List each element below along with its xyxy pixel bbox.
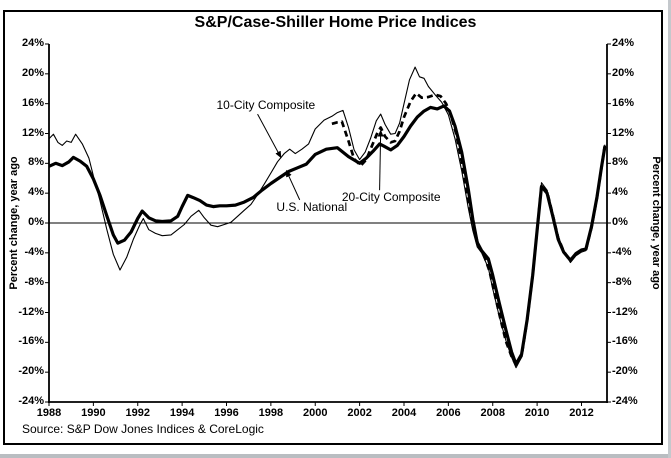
y-tick-left: -12%: [18, 305, 44, 318]
y-tick-left: 0%: [28, 216, 44, 228]
y-tick-left: -20%: [18, 365, 44, 378]
y-tick-right: -16%: [612, 335, 638, 348]
y-tick-right: -20%: [612, 365, 638, 378]
y-tick-left: 20%: [21, 66, 44, 79]
y-tick-left: -4%: [24, 245, 44, 258]
y-tick-left: -16%: [18, 335, 44, 348]
source-note: Source: S&P Dow Jones Indices & CoreLogi…: [22, 422, 264, 436]
x-tick: 1988: [36, 407, 62, 419]
x-tick: 1998: [258, 407, 284, 419]
x-tick: 1992: [125, 407, 150, 419]
series-line-20-city-composite: [331, 91, 607, 367]
y-tick-left: 16%: [21, 96, 44, 109]
y-tick-right: -12%: [612, 305, 638, 318]
x-tick: 2004: [391, 407, 417, 419]
axes: [45, 43, 611, 406]
y-tick-right: 4%: [612, 186, 628, 199]
annotation-u-s-national: U.S. National: [276, 200, 348, 215]
y-tick-right: 12%: [612, 126, 635, 139]
series-line-u-s-national: [48, 104, 607, 366]
y-tick-left: -24%: [18, 395, 44, 407]
x-tick: 2002: [347, 407, 372, 419]
annotation-20-city-composite: 20-City Composite: [341, 189, 441, 204]
x-tick: 2000: [302, 407, 328, 419]
y-tick-right: 0%: [612, 216, 628, 228]
window-edge-bottom: [0, 454, 671, 458]
y-tick-right: -4%: [612, 245, 632, 258]
y-tick-left: 24%: [21, 37, 44, 49]
x-tick: 2010: [524, 407, 550, 419]
y-tick-left: -8%: [24, 275, 44, 288]
y-tick-right: 16%: [612, 96, 635, 109]
chart-title: S&P/Case-Shiller Home Price Indices: [194, 14, 477, 31]
y-tick-left: 12%: [21, 126, 44, 139]
x-tick: 2012: [569, 407, 594, 419]
x-tick: 1994: [169, 407, 195, 419]
y-tick-right: 24%: [612, 37, 635, 49]
y-tick-right: -8%: [612, 275, 632, 288]
x-tick: 2008: [480, 407, 505, 419]
annotation-arrows: [257, 113, 384, 201]
series-line-10-city-composite: [48, 66, 606, 369]
x-tick: 2006: [436, 407, 461, 419]
annotation-10-city-composite: 10-City Composite: [216, 98, 316, 113]
x-tick: 1996: [214, 407, 239, 419]
y-tick-right: 20%: [612, 66, 635, 79]
x-tick: 1990: [81, 407, 106, 419]
chart-border-frame: [3, 10, 663, 445]
y-tick-left: 8%: [28, 156, 44, 169]
y-tick-right: -24%: [612, 395, 638, 407]
y-tick-right: 8%: [612, 156, 628, 169]
series-lines: [48, 66, 607, 369]
window-edge-right: [668, 0, 671, 458]
y-tick-left: 4%: [28, 186, 44, 199]
